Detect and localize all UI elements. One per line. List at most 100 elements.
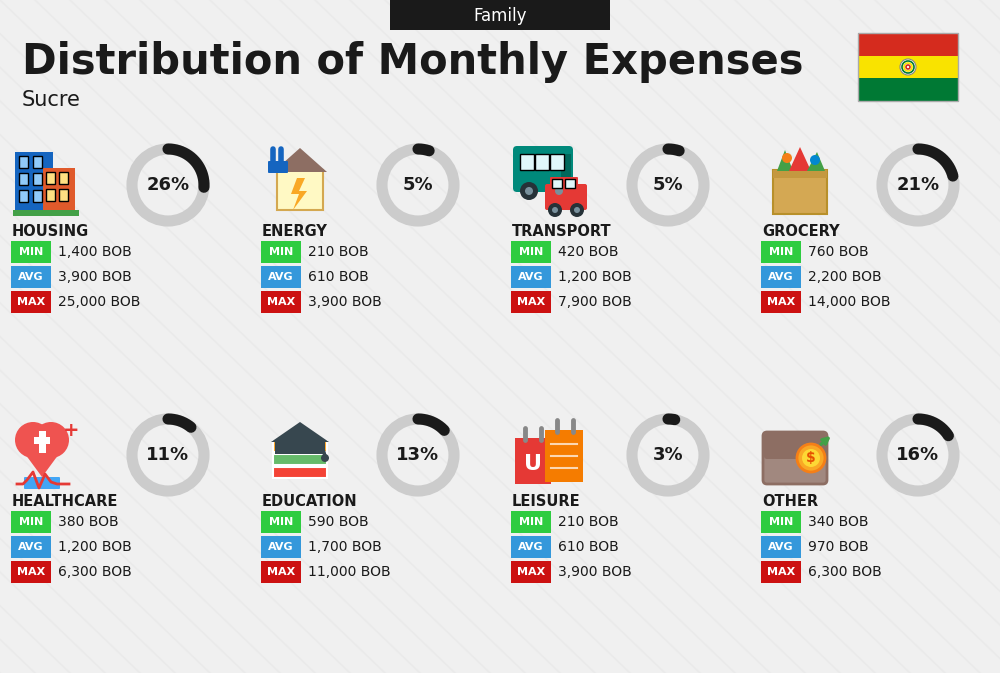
FancyBboxPatch shape <box>33 190 42 202</box>
Circle shape <box>550 182 568 200</box>
FancyBboxPatch shape <box>261 511 301 533</box>
Text: EDUCATION: EDUCATION <box>262 495 358 509</box>
Text: MIN: MIN <box>269 517 293 527</box>
Text: 210 BOB: 210 BOB <box>308 245 369 259</box>
FancyBboxPatch shape <box>761 266 801 288</box>
FancyBboxPatch shape <box>511 561 551 583</box>
Text: 1,700 BOB: 1,700 BOB <box>308 540 382 554</box>
Polygon shape <box>777 150 793 171</box>
FancyBboxPatch shape <box>545 184 587 210</box>
Text: 1,200 BOB: 1,200 BOB <box>58 540 132 554</box>
FancyBboxPatch shape <box>24 477 60 489</box>
Text: 3%: 3% <box>653 446 683 464</box>
Text: MAX: MAX <box>17 567 45 577</box>
Text: MAX: MAX <box>767 567 795 577</box>
Text: MIN: MIN <box>269 247 293 257</box>
FancyBboxPatch shape <box>277 170 323 210</box>
Circle shape <box>797 444 825 472</box>
FancyBboxPatch shape <box>565 179 575 188</box>
Text: 5%: 5% <box>653 176 683 194</box>
Text: +: + <box>63 421 79 439</box>
Text: 3,900 BOB: 3,900 BOB <box>58 270 132 284</box>
FancyBboxPatch shape <box>761 561 801 583</box>
Text: Sucre: Sucre <box>22 90 81 110</box>
FancyBboxPatch shape <box>761 511 801 533</box>
Polygon shape <box>291 178 307 210</box>
Text: 7,900 BOB: 7,900 BOB <box>558 295 632 309</box>
Text: 970 BOB: 970 BOB <box>808 540 869 554</box>
Text: U: U <box>524 454 542 474</box>
FancyBboxPatch shape <box>11 266 51 288</box>
FancyBboxPatch shape <box>261 291 301 313</box>
Text: MAX: MAX <box>267 567 295 577</box>
Text: 21%: 21% <box>896 176 940 194</box>
Text: 3,900 BOB: 3,900 BOB <box>558 565 632 579</box>
Circle shape <box>574 207 580 213</box>
Text: AVG: AVG <box>268 272 294 282</box>
Polygon shape <box>271 422 329 442</box>
FancyBboxPatch shape <box>761 291 801 313</box>
Polygon shape <box>273 148 327 172</box>
FancyBboxPatch shape <box>261 561 301 583</box>
FancyBboxPatch shape <box>761 536 801 558</box>
Text: 340 BOB: 340 BOB <box>808 515 868 529</box>
FancyBboxPatch shape <box>390 0 610 30</box>
FancyBboxPatch shape <box>763 432 827 484</box>
FancyBboxPatch shape <box>261 536 301 558</box>
FancyBboxPatch shape <box>773 170 827 178</box>
Text: MAX: MAX <box>767 297 795 307</box>
Text: MIN: MIN <box>769 247 793 257</box>
FancyBboxPatch shape <box>59 189 68 201</box>
Text: AVG: AVG <box>768 272 794 282</box>
FancyBboxPatch shape <box>43 168 75 212</box>
Text: GROCERY: GROCERY <box>762 225 840 240</box>
FancyBboxPatch shape <box>511 291 551 313</box>
Text: MAX: MAX <box>517 567 545 577</box>
FancyBboxPatch shape <box>34 437 50 444</box>
Circle shape <box>520 182 538 200</box>
FancyBboxPatch shape <box>261 266 301 288</box>
Text: 6,300 BOB: 6,300 BOB <box>808 565 882 579</box>
FancyBboxPatch shape <box>550 154 564 170</box>
FancyBboxPatch shape <box>513 146 573 192</box>
Text: 2,200 BOB: 2,200 BOB <box>808 270 882 284</box>
FancyBboxPatch shape <box>11 291 51 313</box>
Text: TRANSPORT: TRANSPORT <box>512 225 612 240</box>
Text: 6,300 BOB: 6,300 BOB <box>58 565 132 579</box>
FancyBboxPatch shape <box>46 189 55 201</box>
Polygon shape <box>789 147 811 171</box>
FancyBboxPatch shape <box>46 172 55 184</box>
Text: MIN: MIN <box>19 517 43 527</box>
Text: HEALTHCARE: HEALTHCARE <box>12 495 118 509</box>
Text: 1,400 BOB: 1,400 BOB <box>58 245 132 259</box>
Text: AVG: AVG <box>18 272 44 282</box>
Text: AVG: AVG <box>518 272 544 282</box>
Text: 760 BOB: 760 BOB <box>808 245 869 259</box>
Text: Distribution of Monthly Expenses: Distribution of Monthly Expenses <box>22 41 804 83</box>
Text: OTHER: OTHER <box>762 495 818 509</box>
FancyBboxPatch shape <box>773 170 827 214</box>
FancyBboxPatch shape <box>11 511 51 533</box>
Circle shape <box>570 203 584 217</box>
FancyBboxPatch shape <box>11 241 51 263</box>
Polygon shape <box>807 152 825 171</box>
FancyBboxPatch shape <box>858 78 958 101</box>
Text: 5%: 5% <box>403 176 433 194</box>
Text: 590 BOB: 590 BOB <box>308 515 369 529</box>
Text: 210 BOB: 210 BOB <box>558 515 619 529</box>
Text: MAX: MAX <box>267 297 295 307</box>
FancyBboxPatch shape <box>545 430 583 482</box>
FancyBboxPatch shape <box>511 266 551 288</box>
Text: LEISURE: LEISURE <box>512 495 581 509</box>
Text: 13%: 13% <box>396 446 440 464</box>
FancyBboxPatch shape <box>511 511 551 533</box>
Text: 610 BOB: 610 BOB <box>308 270 369 284</box>
FancyBboxPatch shape <box>858 33 958 56</box>
Text: 25,000 BOB: 25,000 BOB <box>58 295 140 309</box>
Text: 14,000 BOB: 14,000 BOB <box>808 295 891 309</box>
FancyBboxPatch shape <box>273 467 327 478</box>
Circle shape <box>555 187 563 195</box>
FancyBboxPatch shape <box>515 438 551 484</box>
Text: MIN: MIN <box>519 247 543 257</box>
FancyBboxPatch shape <box>19 173 28 185</box>
